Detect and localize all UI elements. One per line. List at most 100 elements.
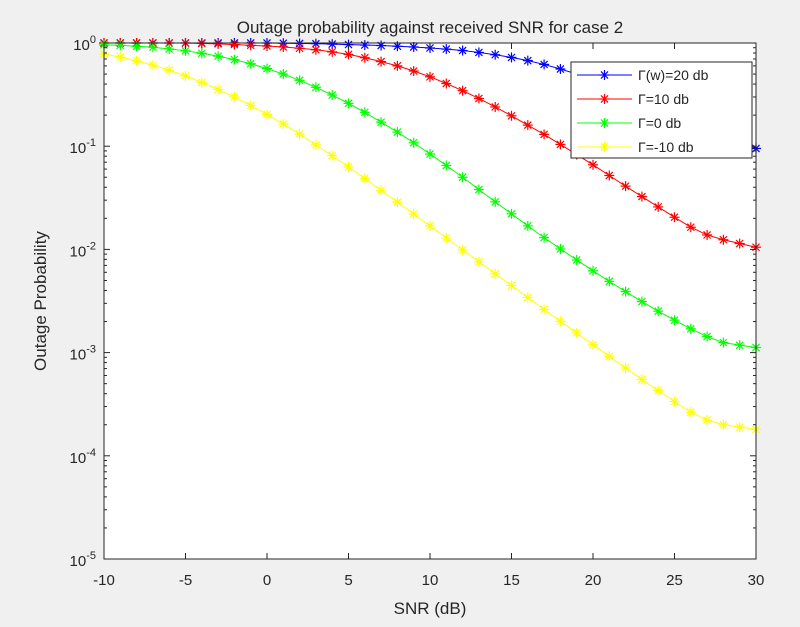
data-point — [555, 63, 566, 74]
data-point — [522, 120, 533, 131]
data-point — [147, 42, 158, 53]
legend-item: Γ=10 db — [577, 91, 689, 107]
data-point — [588, 159, 598, 170]
data-point — [408, 41, 419, 52]
data-point — [555, 316, 566, 327]
data-point — [180, 70, 191, 81]
data-point — [653, 306, 664, 317]
data-point — [685, 407, 696, 418]
x-tick-label: -10 — [93, 572, 115, 589]
data-point — [571, 254, 582, 265]
data-point — [343, 161, 354, 172]
data-point — [376, 56, 387, 67]
data-point — [441, 160, 452, 171]
data-point — [343, 98, 354, 109]
data-point — [441, 232, 452, 243]
data-point — [734, 238, 745, 249]
y-tick-base: 10 — [73, 37, 90, 54]
data-point — [425, 220, 435, 231]
data-point — [115, 52, 126, 63]
data-point — [588, 265, 598, 276]
data-point — [457, 45, 468, 56]
data-point — [636, 191, 647, 202]
x-tick-label: 0 — [263, 572, 271, 589]
data-point — [522, 220, 533, 231]
data-point — [718, 337, 729, 348]
y-tick-label: 10-3 — [70, 344, 96, 364]
data-point — [539, 232, 550, 243]
data-point — [669, 396, 680, 407]
data-point — [555, 243, 566, 254]
data-point — [294, 43, 305, 54]
data-point — [506, 208, 517, 219]
data-point — [718, 419, 729, 430]
data-point — [490, 268, 501, 279]
data-point — [653, 201, 664, 212]
legend-label: Γ=0 db — [638, 115, 681, 131]
data-point — [196, 77, 207, 88]
data-point — [278, 69, 289, 80]
y-tick-label: 100 — [73, 34, 96, 54]
data-point — [506, 52, 517, 63]
data-point — [359, 52, 370, 63]
data-point — [294, 75, 305, 86]
y-axis-label: Outage Probability — [31, 231, 50, 371]
data-point — [457, 85, 468, 96]
y-tick-label: 10-2 — [70, 240, 96, 260]
series-2 — [99, 39, 761, 353]
data-point — [327, 46, 338, 57]
data-point — [278, 41, 289, 52]
data-point — [245, 100, 256, 111]
data-point — [359, 107, 370, 118]
y-tick-exponent: -1 — [86, 137, 96, 149]
data-point — [620, 362, 631, 373]
data-point — [473, 47, 484, 58]
data-point — [359, 40, 370, 51]
y-tick-base: 10 — [70, 553, 87, 570]
y-tick-exponent: -5 — [86, 550, 96, 562]
data-point — [457, 172, 468, 183]
legend-label: Γ=-10 db — [638, 139, 694, 155]
data-point — [343, 49, 354, 60]
legend-item: Γ=0 db — [577, 115, 681, 131]
legend: Γ(w)=20 db Γ=10 db Γ=0 db Γ=-10 db — [570, 61, 753, 159]
data-point — [522, 55, 533, 66]
data-point — [457, 244, 468, 255]
y-tick-base: 10 — [70, 450, 87, 467]
data-point — [425, 149, 435, 160]
legend-label: Γ=10 db — [638, 91, 689, 107]
data-point — [441, 78, 452, 89]
data-point — [213, 51, 224, 62]
data-point — [636, 296, 647, 307]
data-point — [245, 58, 256, 69]
data-point — [294, 129, 305, 140]
data-point — [229, 54, 240, 65]
data-point — [408, 137, 419, 148]
data-point — [392, 127, 403, 138]
data-point — [702, 415, 713, 426]
data-point — [588, 339, 598, 350]
data-point — [604, 276, 615, 287]
data-point — [669, 212, 680, 223]
data-point — [490, 49, 501, 60]
data-point — [473, 184, 484, 195]
data-point — [359, 173, 370, 184]
data-point — [164, 65, 175, 76]
data-point — [473, 256, 484, 267]
data-point — [310, 44, 321, 55]
data-point — [310, 82, 321, 93]
data-point — [115, 40, 126, 51]
y-tick-base: 10 — [70, 140, 87, 157]
data-point — [734, 422, 745, 433]
data-point — [636, 374, 647, 385]
data-point — [522, 292, 533, 303]
data-point — [539, 304, 550, 315]
data-point — [425, 71, 435, 82]
data-point — [473, 93, 484, 104]
data-point — [620, 181, 631, 192]
data-point — [327, 150, 338, 161]
y-tick-exponent: 0 — [90, 34, 96, 46]
legend-label: Γ(w)=20 db — [638, 67, 709, 83]
legend-marker — [599, 118, 610, 128]
